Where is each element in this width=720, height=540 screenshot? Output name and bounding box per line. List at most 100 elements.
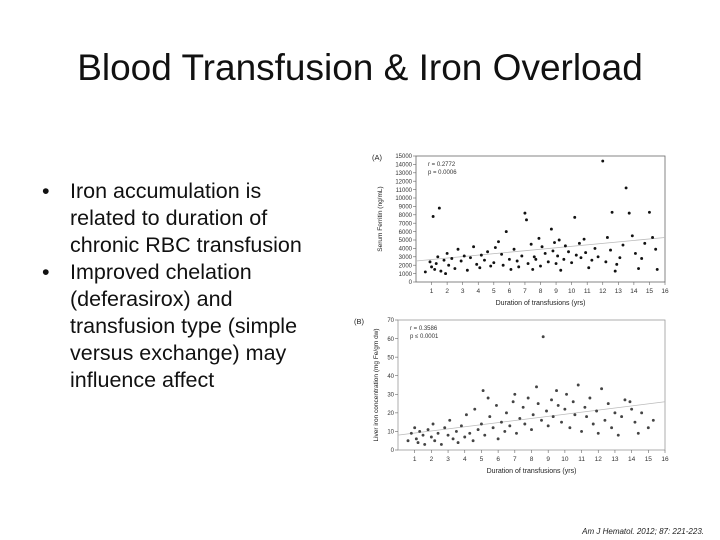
- data-point: [436, 431, 440, 435]
- data-point: [426, 428, 430, 432]
- data-point: [509, 267, 513, 271]
- data-point: [444, 272, 448, 276]
- x-tick-label: 10: [561, 456, 569, 463]
- data-point: [595, 409, 599, 413]
- trend-line: [397, 401, 666, 436]
- citation: Am J Hematol. 2012; 87: 221-223.: [582, 527, 704, 536]
- data-point: [504, 230, 508, 234]
- data-point: [459, 259, 463, 263]
- data-point: [591, 422, 595, 426]
- data-point: [431, 422, 435, 426]
- bullet-line: influence affect: [70, 368, 215, 392]
- data-point: [640, 257, 644, 260]
- data-point: [568, 426, 572, 430]
- y-tick-label: 30: [387, 392, 394, 398]
- stat-annotation: r = 0.2772: [428, 162, 456, 168]
- data-point: [468, 431, 472, 435]
- data-point: [646, 426, 650, 430]
- stat-annotation: p = 0.0006: [428, 170, 457, 176]
- y-tick-label: 6000: [399, 230, 413, 236]
- data-point: [640, 411, 644, 415]
- data-point: [473, 407, 477, 411]
- data-point: [553, 241, 556, 244]
- x-tick-label: 4: [463, 456, 467, 463]
- data-point: [421, 433, 425, 437]
- data-point: [627, 211, 631, 215]
- data-point: [540, 418, 543, 422]
- y-tick-label: 5000: [399, 238, 413, 244]
- data-point: [596, 255, 600, 259]
- data-point: [462, 254, 466, 258]
- y-tick-label: 2000: [399, 263, 413, 269]
- data-point: [454, 429, 458, 433]
- data-point: [565, 392, 568, 396]
- x-tick-label: 11: [584, 288, 591, 295]
- data-point: [515, 259, 519, 263]
- data-point: [531, 267, 535, 271]
- x-tick-label: 5: [492, 288, 496, 295]
- data-point: [585, 415, 589, 419]
- x-tick-label: 8: [539, 288, 543, 295]
- data-point: [488, 415, 492, 419]
- x-tick-label: 2: [430, 456, 434, 463]
- data-point: [513, 392, 517, 396]
- data-point: [472, 245, 476, 249]
- data-point: [525, 218, 528, 222]
- panel-label: (B): [354, 317, 365, 326]
- data-point: [546, 424, 550, 428]
- x-tick-label: 3: [446, 456, 450, 463]
- data-point: [505, 411, 508, 415]
- y-tick-label: 9000: [399, 205, 413, 211]
- data-point: [637, 267, 640, 271]
- data-point: [443, 426, 447, 430]
- x-tick-label: 9: [546, 456, 550, 463]
- data-point: [537, 236, 541, 240]
- data-point: [623, 398, 627, 402]
- data-point: [442, 258, 446, 262]
- data-point: [628, 400, 632, 404]
- y-tick-label: 10: [387, 430, 394, 436]
- data-point: [613, 269, 617, 273]
- bullet-line: Iron accumulation is: [70, 179, 262, 203]
- data-point: [481, 389, 485, 393]
- data-point: [521, 405, 525, 409]
- bullet-line: related to duration of: [70, 206, 268, 230]
- x-tick-label: 6: [508, 288, 512, 295]
- x-axis-label: Duration of transfusions (yrs): [496, 300, 586, 307]
- data-point: [560, 420, 563, 424]
- data-point: [582, 237, 586, 241]
- data-point: [531, 413, 535, 417]
- data-point: [620, 415, 624, 419]
- x-tick-label: 7: [523, 288, 527, 295]
- data-point: [434, 262, 438, 265]
- data-point: [616, 433, 620, 437]
- bullet-list: Iron accumulation is related to duration…: [38, 178, 358, 394]
- data-point: [450, 257, 454, 260]
- y-tick-label: 4000: [399, 247, 413, 253]
- data-point: [606, 402, 610, 406]
- data-point: [456, 247, 460, 251]
- data-point: [573, 413, 577, 417]
- data-point: [418, 429, 422, 433]
- data-point: [536, 402, 540, 406]
- data-point: [535, 385, 538, 389]
- data-point: [588, 396, 592, 400]
- data-point: [543, 251, 547, 255]
- data-point: [491, 426, 495, 430]
- x-tick-label: 16: [661, 456, 669, 463]
- data-point: [416, 441, 420, 445]
- data-point: [557, 238, 561, 242]
- data-point: [523, 211, 527, 215]
- x-tick-label: 8: [530, 456, 534, 463]
- x-tick-label: 14: [630, 288, 638, 295]
- data-point: [409, 431, 413, 435]
- data-point: [429, 435, 433, 439]
- data-point: [433, 439, 437, 443]
- data-point: [489, 264, 493, 268]
- data-point: [567, 250, 570, 254]
- data-point: [563, 407, 567, 411]
- data-point: [479, 253, 483, 257]
- y-tick-label: 40: [387, 374, 394, 380]
- data-point: [570, 261, 574, 265]
- data-point: [486, 396, 490, 400]
